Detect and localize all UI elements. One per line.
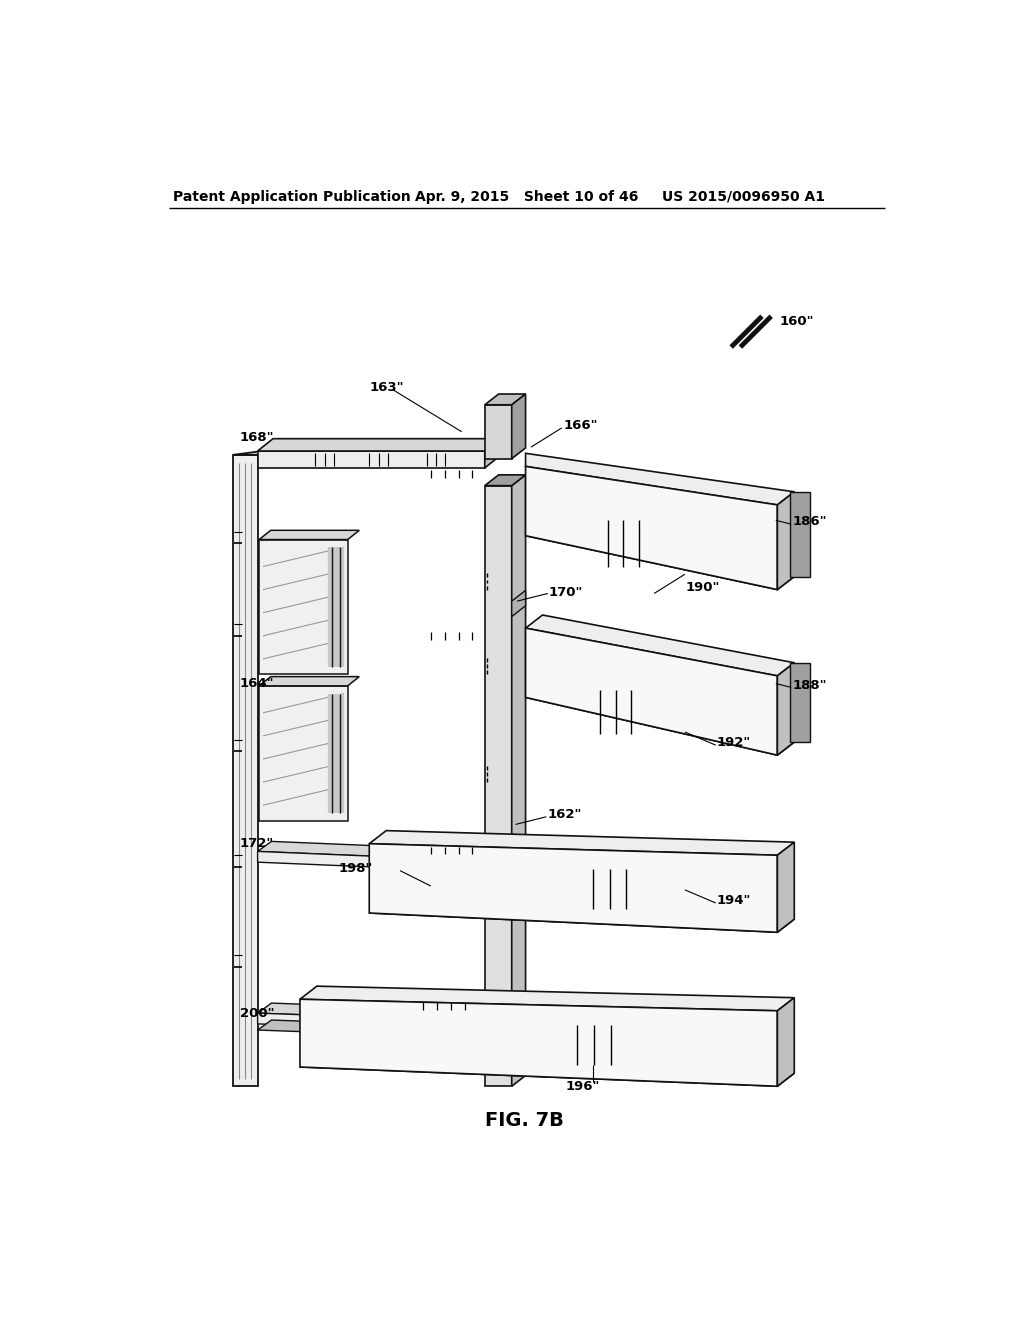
Text: FIG. 7B: FIG. 7B xyxy=(485,1111,564,1130)
Polygon shape xyxy=(777,663,795,755)
Text: 168": 168" xyxy=(240,430,274,444)
Polygon shape xyxy=(525,466,777,590)
Polygon shape xyxy=(791,492,810,577)
Text: 192": 192" xyxy=(717,737,751,750)
Polygon shape xyxy=(791,663,810,742)
Polygon shape xyxy=(777,998,795,1086)
Polygon shape xyxy=(512,475,525,1086)
Text: 170": 170" xyxy=(549,586,583,599)
Polygon shape xyxy=(484,475,525,486)
Polygon shape xyxy=(525,684,795,755)
Text: 198": 198" xyxy=(339,862,373,875)
Polygon shape xyxy=(777,842,795,932)
Text: US 2015/0096950 A1: US 2015/0096950 A1 xyxy=(662,190,825,203)
Polygon shape xyxy=(525,523,795,590)
Polygon shape xyxy=(512,395,525,459)
Polygon shape xyxy=(525,453,795,506)
Polygon shape xyxy=(300,999,777,1086)
Text: 162": 162" xyxy=(547,808,582,821)
Polygon shape xyxy=(259,686,348,821)
Polygon shape xyxy=(258,1014,720,1040)
Text: 190": 190" xyxy=(686,581,720,594)
Polygon shape xyxy=(258,841,733,871)
Text: 172": 172" xyxy=(240,837,274,850)
Polygon shape xyxy=(259,531,359,540)
Polygon shape xyxy=(370,843,777,932)
Polygon shape xyxy=(300,1053,795,1086)
Polygon shape xyxy=(370,830,795,855)
Polygon shape xyxy=(258,438,500,451)
Polygon shape xyxy=(259,677,359,686)
Polygon shape xyxy=(525,615,795,676)
Text: 188": 188" xyxy=(793,678,827,692)
Text: 196": 196" xyxy=(565,1080,600,1093)
Polygon shape xyxy=(258,451,484,469)
Polygon shape xyxy=(484,395,525,405)
Polygon shape xyxy=(512,590,525,616)
Text: 186": 186" xyxy=(793,515,827,528)
Text: Patent Application Publication: Patent Application Publication xyxy=(173,190,411,203)
Polygon shape xyxy=(233,440,376,455)
Text: 200": 200" xyxy=(240,1007,274,1019)
Text: 166": 166" xyxy=(563,418,598,432)
Polygon shape xyxy=(258,851,720,882)
Text: 160": 160" xyxy=(779,315,814,329)
Polygon shape xyxy=(370,900,795,932)
Text: Apr. 9, 2015   Sheet 10 of 46: Apr. 9, 2015 Sheet 10 of 46 xyxy=(416,190,639,203)
Polygon shape xyxy=(300,986,795,1011)
Polygon shape xyxy=(484,438,500,469)
Polygon shape xyxy=(525,628,777,755)
Polygon shape xyxy=(258,1003,733,1030)
Text: 163": 163" xyxy=(370,380,403,393)
Polygon shape xyxy=(484,486,512,1086)
Polygon shape xyxy=(233,455,258,1086)
Polygon shape xyxy=(259,540,348,675)
Text: 194": 194" xyxy=(717,894,751,907)
Polygon shape xyxy=(777,492,795,590)
Polygon shape xyxy=(258,1020,733,1047)
Polygon shape xyxy=(484,405,512,459)
Text: 164": 164" xyxy=(240,677,274,690)
